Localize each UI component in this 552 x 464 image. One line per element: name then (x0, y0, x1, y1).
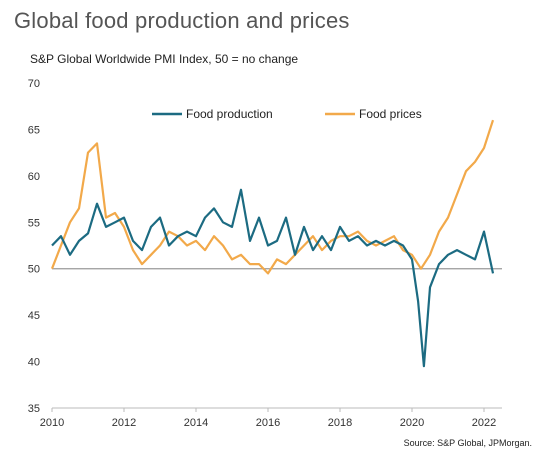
y-tick-label: 50 (28, 264, 40, 276)
y-tick-label: 60 (28, 171, 40, 183)
y-tick-label: 40 (28, 357, 40, 369)
legend-label: Food prices (359, 107, 422, 121)
x-tick-label: 2016 (256, 417, 280, 429)
x-tick-label: 2020 (400, 417, 424, 429)
series-group (50, 119, 495, 368)
x-axis: 2010 2012 2014 2016 2018 2020 2022 (40, 407, 502, 429)
x-tick-label: 2014 (184, 417, 208, 429)
x-tick-label: 2010 (40, 417, 64, 429)
y-tick-label: 70 (28, 78, 40, 90)
source-note: Source: S&P Global, JPMorgan. (403, 438, 532, 448)
legend: Food production Food prices (152, 107, 422, 121)
y-tick-label: 55 (28, 217, 40, 229)
legend-item-food-production: Food production (152, 107, 273, 121)
legend-label: Food production (186, 107, 273, 121)
x-tick-label: 2018 (328, 417, 352, 429)
x-tick-label: 2012 (112, 417, 136, 429)
x-tick-label: 2022 (472, 417, 496, 429)
food-production-line (51, 188, 495, 368)
chart-title: Global food production and prices (14, 8, 350, 33)
legend-item-food-prices: Food prices (325, 107, 422, 121)
y-tick-label: 65 (28, 124, 40, 136)
food-prices-line (50, 119, 495, 275)
y-axis: 35 40 45 50 55 60 65 70 (28, 78, 40, 415)
y-tick-label: 45 (28, 310, 40, 322)
chart-subtitle: S&P Global Worldwide PMI Index, 50 = no … (30, 52, 299, 66)
y-tick-label: 35 (28, 403, 40, 415)
